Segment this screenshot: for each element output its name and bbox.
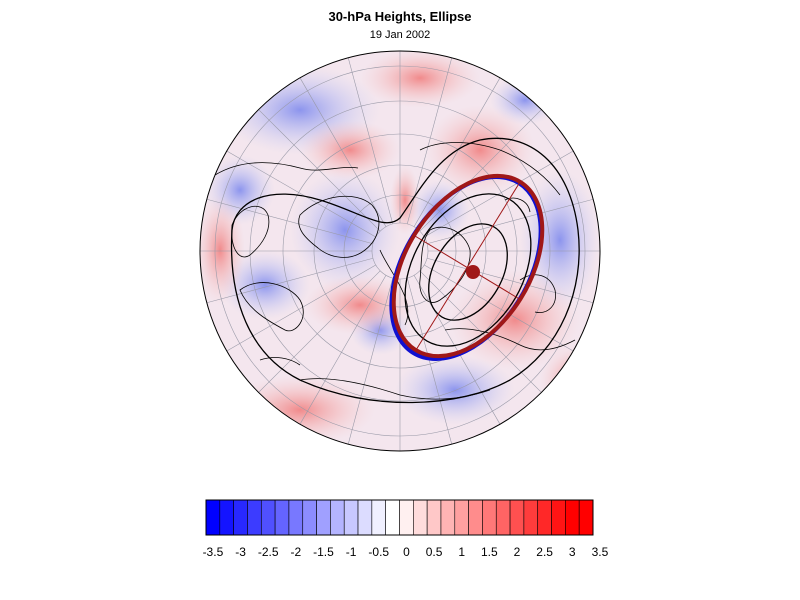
meridian-line [419, 109, 542, 232]
meridian-line [206, 257, 374, 304]
ellipse-major-axis [415, 181, 521, 351]
meridian-line [206, 198, 374, 245]
colorbar-swatch [274, 499, 290, 536]
colorbar-boxes [205, 499, 594, 536]
polar-map [199, 50, 601, 452]
colorbar-tick-label: -3 [235, 545, 246, 559]
colorbar-tick-label: -0.5 [368, 545, 389, 559]
colorbar-swatch [454, 499, 469, 536]
colorbar-swatch [357, 499, 373, 536]
meridian-line [347, 277, 394, 445]
colorbar-tick-label: 2 [514, 545, 521, 559]
map-border [199, 50, 601, 452]
colorbar-swatch [302, 499, 317, 536]
meridian-line [413, 275, 501, 425]
colorbar-swatch [219, 499, 234, 536]
colorbar-swatch [565, 499, 580, 536]
colorbar-tick-label: 3 [569, 545, 576, 559]
colorbar-swatch [371, 499, 386, 536]
colorbar-tick-label: -3.5 [203, 545, 224, 559]
colorbar-tick-label: 1 [458, 545, 465, 559]
map-subtitle: 19 Jan 2002 [369, 29, 431, 41]
colorbar-frame [205, 499, 594, 536]
colorbar-swatch [233, 499, 248, 536]
colorbar-swatch [551, 499, 566, 536]
meridian-line [426, 257, 594, 304]
meridian-line [424, 150, 574, 238]
colorbar-swatch [205, 499, 221, 536]
colorbar-swatch [247, 499, 262, 536]
colorbar-swatch [330, 499, 345, 536]
colorbar-tick-label: 3.5 [592, 545, 609, 559]
colorbar-swatch [426, 499, 442, 536]
meridian-line [426, 198, 594, 245]
ellipse-center-dot [466, 265, 480, 279]
colorbar-tick-label: 1.5 [481, 545, 498, 559]
colorbar-swatch [260, 499, 276, 536]
meridian-line [347, 57, 394, 225]
colorbar-labels: -3.5 -3 -2.5 -2 -1.5 -1 -0.5 0 0.5 1 1.5 2 2.5 3 3.5 [203, 545, 609, 559]
meridian-line [299, 77, 387, 227]
colorbar-swatch [537, 499, 552, 536]
graticule [200, 51, 600, 451]
colorbar-swatch [343, 499, 359, 536]
colorbar-swatch [482, 499, 497, 536]
ellipse-red [391, 173, 545, 359]
meridian-line [406, 277, 453, 445]
colorbar-swatch [399, 499, 414, 536]
meridian-line [226, 150, 376, 238]
map-title: 30-hPa Heights, Ellipse [328, 9, 472, 24]
colorbar-swatch [413, 499, 428, 536]
colorbar-swatch [523, 499, 539, 536]
colorbar-swatch [440, 499, 456, 536]
colorbar-swatch [509, 499, 525, 536]
colorbar-swatch [288, 499, 304, 536]
colorbar-tick-label: 0 [403, 545, 410, 559]
colorbar-tick-label: -1.5 [313, 545, 334, 559]
colorbar-tick-label: -2 [291, 545, 302, 559]
colorbar-swatch [495, 499, 511, 536]
meridian-line [413, 77, 501, 227]
colorbar-swatch [316, 499, 331, 536]
meridian-line [226, 264, 376, 352]
meridian-line [258, 270, 381, 393]
colorbar-tick-label: 2.5 [536, 545, 553, 559]
meridian-line [299, 275, 387, 425]
colorbar-swatch [385, 499, 400, 536]
colorbar-tick-label: -1 [346, 545, 357, 559]
colorbar-swatch [578, 499, 594, 536]
meridian-line [424, 264, 574, 352]
colorbar-tick-label: 0.5 [426, 545, 443, 559]
colorbar-swatch [468, 499, 483, 536]
colorbar-tick-label: -2.5 [258, 545, 279, 559]
